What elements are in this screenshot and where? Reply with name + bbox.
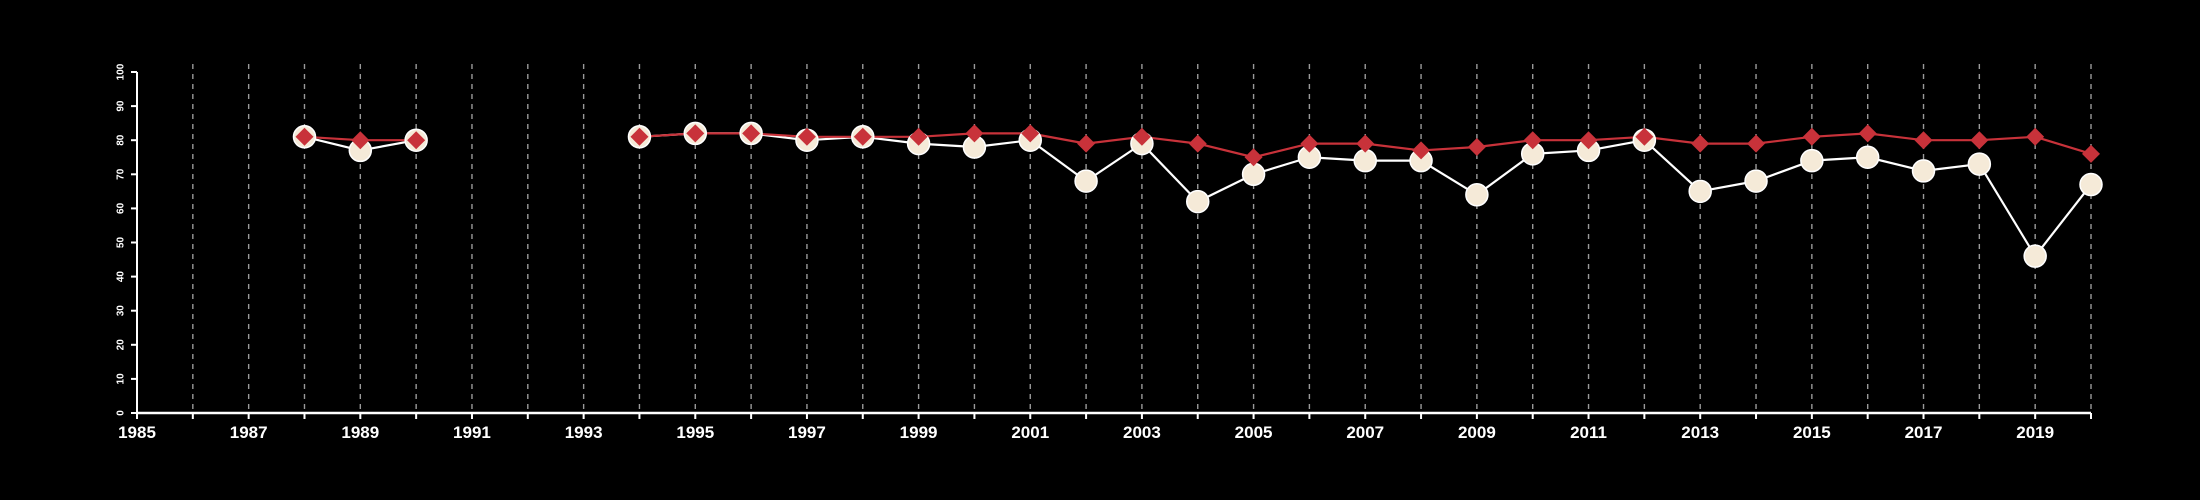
point-diamond-2001 (1021, 124, 1040, 143)
point-diamond-1997 (797, 127, 816, 146)
y-tick-label-20: 20 (116, 339, 127, 351)
point-diamond-2004 (1188, 134, 1207, 153)
point-diamond-2017 (1914, 131, 1933, 150)
point-circle-2017 (1911, 159, 1936, 183)
y-tick-label-80: 80 (116, 134, 127, 146)
point-diamond-2018 (1970, 131, 1989, 150)
x-tick-label-1989: 1989 (341, 423, 379, 442)
point-diamond-1989 (351, 131, 370, 150)
x-tick-label-2013: 2013 (1681, 423, 1719, 442)
point-diamond-2003 (1132, 127, 1151, 146)
y-tick-label-0: 0 (116, 410, 127, 416)
y-tick-label-50: 50 (116, 237, 127, 249)
point-diamond-2011 (1579, 131, 1598, 150)
x-tick-label-1987: 1987 (230, 423, 268, 442)
series-circle-markers (292, 121, 2103, 268)
point-circle-2007 (1353, 148, 1377, 173)
point-diamond-2019 (2026, 127, 2045, 146)
y-tick-label-100: 100 (116, 63, 127, 80)
point-diamond-2008 (1412, 141, 1431, 160)
point-circle-2013 (1688, 179, 1712, 204)
point-circle-2019 (2023, 244, 2047, 268)
y-tick-label-90: 90 (116, 100, 127, 112)
data-series (292, 121, 2103, 268)
x-tick-label-2001: 2001 (1011, 423, 1049, 442)
y-tick-label-30: 30 (116, 305, 127, 317)
gridlines (192, 64, 2092, 413)
series-diamond-markers (295, 124, 2100, 167)
point-diamond-1999 (909, 127, 928, 146)
x-tick-label-1999: 1999 (900, 423, 938, 442)
point-diamond-2002 (1077, 134, 1096, 153)
x-tick-label-2009: 2009 (1458, 423, 1496, 442)
x-tick-label-2015: 2015 (1793, 423, 1831, 442)
point-diamond-1995 (686, 124, 705, 143)
x-tick-label-1997: 1997 (788, 423, 826, 442)
x-tick-label-2011: 2011 (1570, 423, 1607, 442)
point-diamond-1990 (407, 131, 426, 150)
x-tick-label-1991: 1991 (453, 423, 491, 442)
point-diamond-2000 (965, 124, 984, 143)
point-diamond-2006 (1300, 134, 1319, 153)
x-tick-label-2019: 2019 (2016, 423, 2054, 442)
y-tick-label-60: 60 (116, 202, 127, 214)
point-circle-2014 (1744, 169, 1768, 193)
point-diamond-2014 (1747, 134, 1766, 153)
point-diamond-2009 (1467, 138, 1486, 157)
axis-ticks: 1985 1987 1989 1991 1993 1995 1997 1999 2001 2003… (116, 63, 2092, 442)
y-tick-label-10: 10 (116, 373, 127, 385)
x-tick-label-2017: 2017 (1905, 423, 1943, 442)
point-circle-2002 (1074, 169, 1098, 193)
point-circle-2004 (1185, 189, 1210, 214)
point-diamond-2005 (1244, 148, 1263, 167)
point-diamond-1998 (853, 127, 872, 146)
y-tick-label-40: 40 (116, 271, 127, 283)
point-diamond-2015 (1802, 127, 1821, 146)
point-diamond-1996 (742, 124, 761, 143)
point-diamond-2020 (2082, 144, 2100, 163)
point-circle-2015 (1800, 148, 1824, 173)
x-tick-label-2005: 2005 (1235, 423, 1273, 442)
point-diamond-2012 (1635, 127, 1654, 146)
point-diamond-2007 (1356, 134, 1375, 153)
x-tick-label-1993: 1993 (565, 423, 603, 442)
x-tick-label-1995: 1995 (676, 423, 714, 442)
point-diamond-2013 (1691, 134, 1710, 153)
point-circle-2018 (1967, 152, 1992, 176)
point-diamond-2016 (1858, 124, 1877, 143)
point-diamond-2010 (1523, 131, 1542, 150)
x-tick-label-2003: 2003 (1123, 423, 1161, 442)
x-tick-label-2007: 2007 (1346, 423, 1384, 442)
axes (136, 72, 2091, 415)
point-circle-2020 (2079, 172, 2103, 197)
point-circle-2016 (1855, 145, 1880, 169)
y-tick-label-70: 70 (116, 168, 127, 180)
point-circle-2009 (1465, 183, 1489, 207)
point-circle-2005 (1241, 162, 1266, 187)
point-diamond-1988 (295, 127, 314, 146)
point-diamond-1994 (630, 127, 649, 146)
x-tick-label-1985: 1985 (118, 423, 156, 442)
